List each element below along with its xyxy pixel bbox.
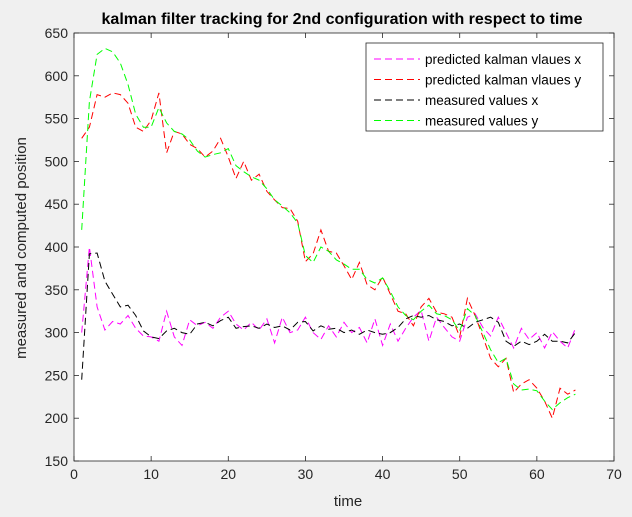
x-tick-label: 40 xyxy=(375,466,391,482)
x-tick-label: 10 xyxy=(143,466,159,482)
legend-label-predicted-kalman-vlaues-x: predicted kalman vlaues x xyxy=(425,52,581,67)
legend-label-predicted-kalman-vlaues-y: predicted kalman vlaues y xyxy=(425,73,581,88)
y-tick-label: 200 xyxy=(45,410,69,426)
y-tick-label: 150 xyxy=(45,453,69,469)
x-tick-label: 70 xyxy=(606,466,622,482)
legend-label-measured-values-x: measured values x xyxy=(425,93,539,108)
chart-title: kalman filter tracking for 2nd configura… xyxy=(102,11,583,28)
y-tick-label: 300 xyxy=(45,325,69,341)
y-tick-label: 650 xyxy=(45,25,69,41)
x-tick-label: 30 xyxy=(298,466,314,482)
series-line-measured-values-y xyxy=(81,47,576,411)
y-tick-label: 450 xyxy=(45,196,69,212)
legend-box xyxy=(365,42,604,132)
y-tick-label: 400 xyxy=(45,239,69,255)
axis-ticks: 0 10 20 30 40 50 60 70 150 200 250 300 350 400 450 500 5… xyxy=(45,25,622,482)
y-tick-label: 250 xyxy=(45,367,69,383)
x-axis-label: time xyxy=(334,493,362,510)
y-axis-label: measured and computed position xyxy=(13,137,30,359)
x-tick-label: 20 xyxy=(220,466,236,482)
x-tick-label: 60 xyxy=(529,466,545,482)
x-tick-label: 50 xyxy=(452,466,468,482)
legend-label-measured-values-y: measured values y xyxy=(425,114,539,129)
y-tick-label: 600 xyxy=(45,68,69,84)
series-layer xyxy=(81,47,576,420)
y-tick-label: 500 xyxy=(45,153,69,169)
y-tick-label: 350 xyxy=(45,282,69,298)
series-line-predicted-kalman-vlaues-x xyxy=(81,246,576,350)
y-tick-label: 550 xyxy=(45,111,69,127)
series-line-measured-values-x xyxy=(81,252,576,380)
legend: predicted kalman vlaues x predicted kalma… xyxy=(365,42,604,132)
x-tick-label: 0 xyxy=(70,466,78,482)
